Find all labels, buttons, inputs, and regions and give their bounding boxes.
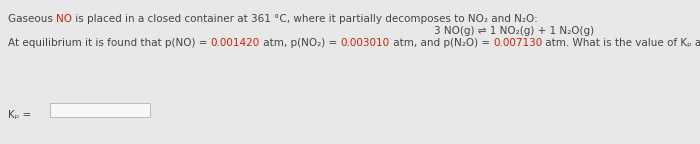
Text: Gaseous: Gaseous bbox=[8, 14, 56, 24]
Text: NO: NO bbox=[56, 14, 72, 24]
Text: Kₚ =: Kₚ = bbox=[8, 110, 34, 120]
Text: At equilibrium it is found that p(NO) =: At equilibrium it is found that p(NO) = bbox=[8, 38, 211, 48]
Text: atm. What is the value of Kₚ at this temperature?: atm. What is the value of Kₚ at this tem… bbox=[542, 38, 700, 48]
Bar bbox=[50, 103, 150, 117]
Text: 0.003010: 0.003010 bbox=[340, 38, 390, 48]
Text: 0.007130: 0.007130 bbox=[493, 38, 542, 48]
Text: 0.001420: 0.001420 bbox=[211, 38, 260, 48]
Text: is placed in a closed container at 361 °C, where it partially decomposes to NO₂ : is placed in a closed container at 361 °… bbox=[72, 14, 538, 24]
Text: atm, p(NO₂) =: atm, p(NO₂) = bbox=[260, 38, 340, 48]
Text: 3 NO(g) ⇌ 1 NO₂(g) + 1 N₂O(g): 3 NO(g) ⇌ 1 NO₂(g) + 1 N₂O(g) bbox=[434, 26, 594, 36]
Text: atm, and p(N₂O) =: atm, and p(N₂O) = bbox=[390, 38, 493, 48]
